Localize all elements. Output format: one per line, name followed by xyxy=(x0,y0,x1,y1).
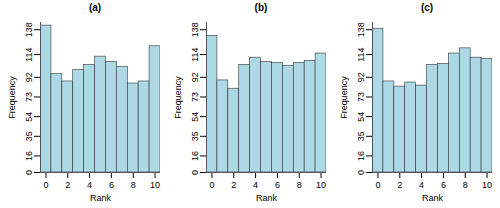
html-text:(b): (b) xyxy=(254,2,268,13)
svg-text:8: 8 xyxy=(131,180,136,190)
svg-text:10: 10 xyxy=(150,180,160,190)
svg-text:Rank: Rank xyxy=(90,193,112,203)
svg-text:114: 114 xyxy=(190,47,200,61)
svg-text:6: 6 xyxy=(441,180,446,190)
svg-text:4: 4 xyxy=(419,180,424,190)
svg-text:2: 2 xyxy=(65,180,70,190)
svg-text:6: 6 xyxy=(275,180,280,190)
svg-text:54: 54 xyxy=(356,112,366,122)
svg-text:6: 6 xyxy=(109,180,114,190)
svg-text:2: 2 xyxy=(231,180,236,190)
svg-text:114: 114 xyxy=(24,47,34,61)
svg-text:73: 73 xyxy=(24,92,34,102)
svg-text:0: 0 xyxy=(24,170,34,175)
svg-text:4: 4 xyxy=(253,180,258,190)
svg-text:Rank: Rank xyxy=(256,193,278,203)
html-text:(a): (a) xyxy=(88,2,102,13)
svg-text:0: 0 xyxy=(43,180,48,190)
svg-text:10: 10 xyxy=(482,180,492,190)
svg-text:8: 8 xyxy=(297,180,302,190)
svg-text:138: 138 xyxy=(190,22,200,37)
svg-text:8: 8 xyxy=(463,180,468,190)
svg-text:0: 0 xyxy=(375,180,380,190)
svg-text:16: 16 xyxy=(24,151,34,161)
svg-text:54: 54 xyxy=(24,112,34,122)
svg-text:16: 16 xyxy=(190,151,200,161)
svg-text:Frequency: Frequency xyxy=(7,76,17,119)
svg-text:4: 4 xyxy=(87,180,92,190)
svg-text:16: 16 xyxy=(356,151,366,161)
svg-text:138: 138 xyxy=(356,22,366,37)
svg-text:92: 92 xyxy=(356,72,366,82)
svg-text:73: 73 xyxy=(356,92,366,102)
svg-text:Frequency: Frequency xyxy=(173,76,183,119)
svg-text:2: 2 xyxy=(397,180,402,190)
svg-text:0: 0 xyxy=(190,170,200,175)
svg-text:35: 35 xyxy=(356,131,366,141)
svg-text:0: 0 xyxy=(209,180,214,190)
svg-text:114: 114 xyxy=(356,47,366,61)
svg-text:54: 54 xyxy=(190,112,200,122)
svg-text:92: 92 xyxy=(190,72,200,82)
svg-text:10: 10 xyxy=(316,180,326,190)
svg-text:73: 73 xyxy=(190,92,200,102)
svg-text:138: 138 xyxy=(24,22,34,37)
html-text:(c): (c) xyxy=(420,2,434,13)
svg-text:35: 35 xyxy=(190,131,200,141)
svg-text:Rank: Rank xyxy=(422,193,444,203)
svg-text:35: 35 xyxy=(24,131,34,141)
svg-text:Frequency: Frequency xyxy=(339,76,349,119)
svg-text:0: 0 xyxy=(356,170,366,175)
svg-text:92: 92 xyxy=(24,72,34,82)
